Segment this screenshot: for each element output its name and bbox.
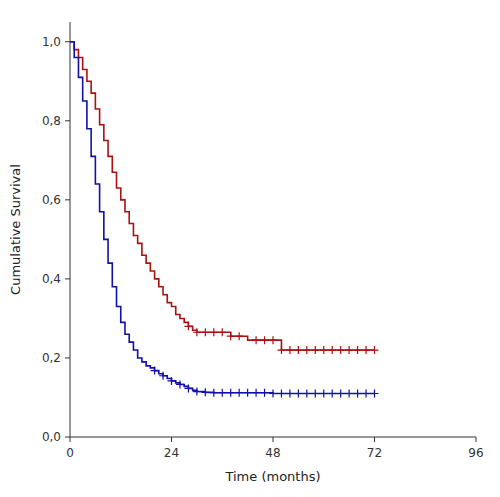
x-tick — [476, 437, 477, 442]
censor-mark — [151, 367, 159, 375]
y-tick-label: 0,0 — [42, 430, 61, 444]
plot-area — [70, 42, 379, 398]
y-tick — [65, 437, 70, 438]
x-tick-label: 0 — [66, 446, 74, 460]
censor-mark — [176, 380, 184, 388]
censor-mark — [193, 328, 201, 336]
censor-mark — [320, 390, 328, 398]
censor-mark — [269, 390, 277, 398]
censor-mark — [371, 346, 379, 354]
chart: 0 24 48 72 96 0,0 0,2 0,4 0,6 0,8 1,0 Time (months)… — [0, 0, 500, 497]
y-tick-label: 1,0 — [42, 35, 61, 49]
censor-mark — [337, 346, 345, 354]
censor-mark — [210, 389, 218, 397]
censor-mark — [320, 346, 328, 354]
x-tick — [171, 437, 172, 442]
y-tick — [65, 120, 70, 121]
censor-mark — [345, 346, 353, 354]
censor-mark — [294, 390, 302, 398]
censor-mark — [328, 390, 336, 398]
censor-mark — [354, 346, 362, 354]
y-axis-label: Cumulative Survival — [8, 164, 23, 295]
censor-mark — [201, 328, 209, 336]
y-tick-label: 0,4 — [42, 272, 61, 286]
y-tick-label: 0,6 — [42, 193, 61, 207]
censor-mark — [328, 346, 336, 354]
censor-mark — [303, 390, 311, 398]
censor-mark — [337, 390, 345, 398]
censor-marks — [184, 322, 378, 354]
censor-mark — [210, 328, 218, 336]
x-axis-label: Time (months) — [224, 469, 320, 484]
censor-mark — [159, 372, 167, 380]
censor-mark — [184, 384, 192, 392]
y-tick — [65, 199, 70, 200]
x-tick-label: 48 — [265, 446, 280, 460]
y-axis-line — [70, 22, 71, 437]
x-tick — [70, 437, 71, 442]
censor-mark — [261, 389, 269, 397]
censor-mark — [193, 388, 201, 396]
x-tick-label: 96 — [468, 446, 483, 460]
censor-mark — [227, 389, 235, 397]
censor-mark — [286, 390, 294, 398]
censor-mark — [303, 346, 311, 354]
censor-mark — [277, 346, 285, 354]
censor-mark — [218, 389, 226, 397]
censor-mark — [168, 377, 176, 385]
censor-mark — [269, 336, 277, 344]
censor-mark — [184, 322, 192, 330]
y-tick — [65, 41, 70, 42]
censor-mark — [235, 389, 243, 397]
censor-mark — [252, 389, 260, 397]
censor-mark — [311, 346, 319, 354]
censor-mark — [261, 336, 269, 344]
axes: 0 24 48 72 96 0,0 0,2 0,4 0,6 0,8 1,0 — [42, 22, 484, 460]
censor-mark — [371, 390, 379, 398]
survival-curve — [70, 42, 375, 394]
censor-mark — [286, 346, 294, 354]
censor-mark — [362, 390, 370, 398]
y-tick-label: 0,8 — [42, 114, 61, 128]
x-tick-label: 24 — [164, 446, 179, 460]
x-tick-label: 72 — [367, 446, 382, 460]
x-tick — [374, 437, 375, 442]
censor-mark — [294, 346, 302, 354]
censor-mark — [252, 336, 260, 344]
censor-mark — [354, 390, 362, 398]
censor-mark — [235, 332, 243, 340]
censor-mark — [244, 389, 252, 397]
survival-curve — [70, 42, 375, 350]
y-tick — [65, 357, 70, 358]
censor-mark — [227, 332, 235, 340]
censor-mark — [201, 388, 209, 396]
censor-mark — [345, 390, 353, 398]
censor-marks — [151, 367, 379, 398]
censor-mark — [362, 346, 370, 354]
censor-mark — [277, 390, 285, 398]
y-tick-label: 0,2 — [42, 351, 61, 365]
censor-mark — [311, 390, 319, 398]
x-tick — [273, 437, 274, 442]
y-tick — [65, 278, 70, 279]
censor-mark — [218, 328, 226, 336]
